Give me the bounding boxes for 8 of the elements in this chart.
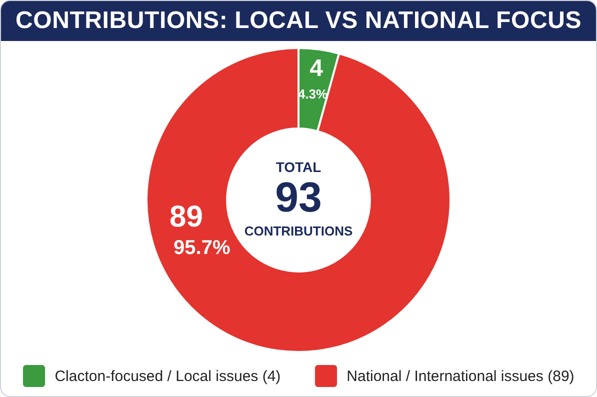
text: 93 (275, 174, 322, 221)
text: TOTAL (276, 158, 322, 175)
legend-label: Clacton-focused / Local issues (4) (54, 368, 281, 384)
chart-title: CONTRIBUTIONS: LOCAL VS NATIONAL FOCUS (1, 1, 596, 41)
data-label: 89 95.7% (170, 200, 230, 259)
legend-label: National / International issues (89) (346, 368, 574, 384)
text: CONTRIBUTIONS (244, 224, 353, 239)
data-label: 4 4.3% (298, 54, 328, 102)
